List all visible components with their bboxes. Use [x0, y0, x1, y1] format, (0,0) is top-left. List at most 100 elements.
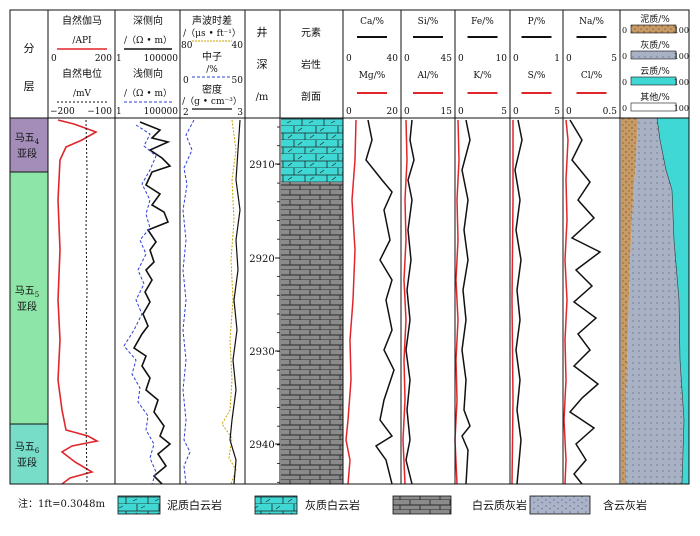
depth-ticks: 2910 2920 2930 2940 — [249, 126, 280, 483]
legend-swatch-dolomitic-limestone — [392, 495, 452, 515]
header: 分 层 自然伽马 /API 0 200 自然电位 /mV −200 −100 深… — [24, 14, 322, 118]
fe-curve — [461, 119, 471, 485]
gr-unit: /API — [72, 36, 92, 46]
element-1-bottom-max: 15 — [441, 107, 453, 117]
si-curve — [405, 119, 415, 485]
mineral-3-swatch — [630, 102, 677, 112]
legend-label-muddy-dolomite: 泥质白云岩 — [167, 498, 222, 512]
lithology-column — [281, 118, 343, 484]
zone-2-name-main: 马五 — [15, 441, 35, 453]
sp-min: −200 — [50, 107, 75, 117]
layer-header-top: 分 — [24, 42, 35, 55]
element-0-bottom-min: 0 — [346, 107, 352, 117]
lithology-dolomitic-limestone-band — [281, 182, 343, 484]
layer-header-bottom: 层 — [24, 80, 35, 93]
depth-tick-2940: 2940 — [249, 440, 274, 451]
element-0-bottom-label: Mg/% — [359, 71, 386, 81]
neutron-max: 50 — [232, 76, 244, 86]
element-3-bottom-label: S/% — [528, 71, 546, 81]
element-2-top-label: Fe/% — [471, 17, 494, 27]
mineral-column — [621, 117, 689, 485]
element-3-top-min: 0 — [513, 54, 519, 64]
sp-title: 自然电位 — [62, 67, 102, 80]
shallow-resistivity-title: 浅侧向 — [133, 67, 163, 80]
deep-resistivity-title: 深侧向 — [133, 14, 163, 27]
shallow-resistivity-min: 1 — [116, 107, 122, 117]
gr-max: 200 — [95, 54, 112, 64]
mineral-header: 泥质/% 0 100 灰质/% 0 100 云质/% 0 100 其他/% 0 100 — [622, 13, 689, 113]
shallow-resistivity-unit: /（Ω • m） — [124, 88, 172, 99]
element-3-bottom-max: 5 — [554, 107, 560, 117]
mineral-0-max: 100 — [674, 26, 689, 35]
zone-2-name: 马五6 — [15, 441, 40, 455]
deep-resistivity-max: 100000 — [144, 54, 179, 64]
lithology-header-2: 岩性 — [301, 58, 321, 71]
mineral-1-max: 100 — [674, 52, 689, 61]
zone-1-name-sub: 5 — [35, 291, 39, 299]
neutron-min: 0 — [183, 76, 189, 86]
acoustic-min: 80 — [181, 41, 193, 51]
mineral-2-max: 100 — [674, 78, 689, 87]
lithology-header-3: 剖面 — [301, 90, 321, 103]
zone-1-name-main: 马五 — [15, 285, 35, 297]
mineral-3-min: 0 — [622, 104, 627, 113]
zone-0-name-sub: 4 — [35, 138, 40, 146]
mineral-boundary-line — [656, 117, 685, 485]
density-min: 2 — [183, 108, 189, 118]
density-max: 3 — [237, 108, 243, 118]
zone-2-band — [9, 423, 49, 485]
mineral-1-swatch — [630, 50, 677, 60]
gr-title: 自然伽马 — [62, 14, 102, 27]
element-1-bottom-min: 0 — [404, 107, 410, 117]
sp-max: −100 — [87, 107, 112, 117]
mineral-3-label: 其他/% — [640, 91, 670, 103]
element-4-top-label: Na/% — [579, 17, 604, 27]
element-4-top-min: 0 — [566, 54, 572, 64]
depth-tick-2920: 2920 — [249, 254, 274, 265]
element-1-top-min: 0 — [404, 54, 410, 64]
legend-swatch-limy-dolomite — [254, 495, 298, 515]
grid — [9, 9, 690, 485]
acoustic-title: 声波时差 — [192, 14, 232, 27]
zone-0-band — [9, 117, 49, 173]
element-4-bottom-label: Cl/% — [581, 71, 603, 81]
k-curve — [454, 119, 460, 485]
zone-0-suffix: 亚段 — [17, 147, 37, 160]
mineral-0-min: 0 — [622, 26, 627, 35]
legend: 注：1ft=0.3048m 泥质白云岩 灰质白云岩 白云质灰岩 含云灰岩 — [18, 495, 647, 515]
zone-2-suffix: 亚段 — [17, 456, 37, 469]
lithology-limy-dolomite-band — [281, 126, 343, 182]
spontaneous-potential-curve — [85, 119, 88, 485]
acoustic-unit: /（μs • ft⁻¹） — [183, 28, 241, 39]
element-2-top-max: 10 — [496, 54, 508, 64]
neutron-curve — [182, 119, 195, 485]
deep-resistivity-unit: /（Ω • m） — [124, 35, 172, 46]
density-unit: /（g • cm⁻³） — [182, 96, 242, 107]
element-2-bottom-min: 0 — [458, 107, 464, 117]
outer-border — [9, 9, 690, 485]
legend-label-dolomite-bearing-limestone: 含云灰岩 — [603, 498, 647, 512]
depth-header-2: 深 — [257, 58, 268, 71]
element-1-bottom-label: Al/% — [417, 71, 439, 81]
acoustic-curve — [221, 119, 237, 485]
legend-label-limy-dolomite: 灰质白云岩 — [305, 498, 360, 512]
mineral-3-max: 100 — [674, 104, 689, 113]
lithology-muddy-dolomite-band — [281, 118, 343, 126]
ca-curve — [365, 119, 395, 485]
depth-tick-2930: 2930 — [249, 347, 274, 358]
mineral-1-label: 灰质/% — [640, 39, 670, 51]
acoustic-max: 40 — [232, 41, 244, 51]
zone-1-band — [9, 171, 49, 425]
mineral-dolomite-band — [657, 118, 689, 484]
element-4-top-max: 5 — [611, 54, 617, 64]
legend-swatch-muddy-dolomite — [117, 495, 161, 515]
p-curve — [514, 119, 523, 485]
neutron-title: 中子 — [202, 50, 222, 63]
density-curve — [229, 119, 241, 485]
mineral-mud-band — [621, 118, 638, 484]
element-1-top-max: 45 — [441, 54, 453, 64]
legend-note: 注：1ft=0.3048m — [18, 497, 105, 510]
